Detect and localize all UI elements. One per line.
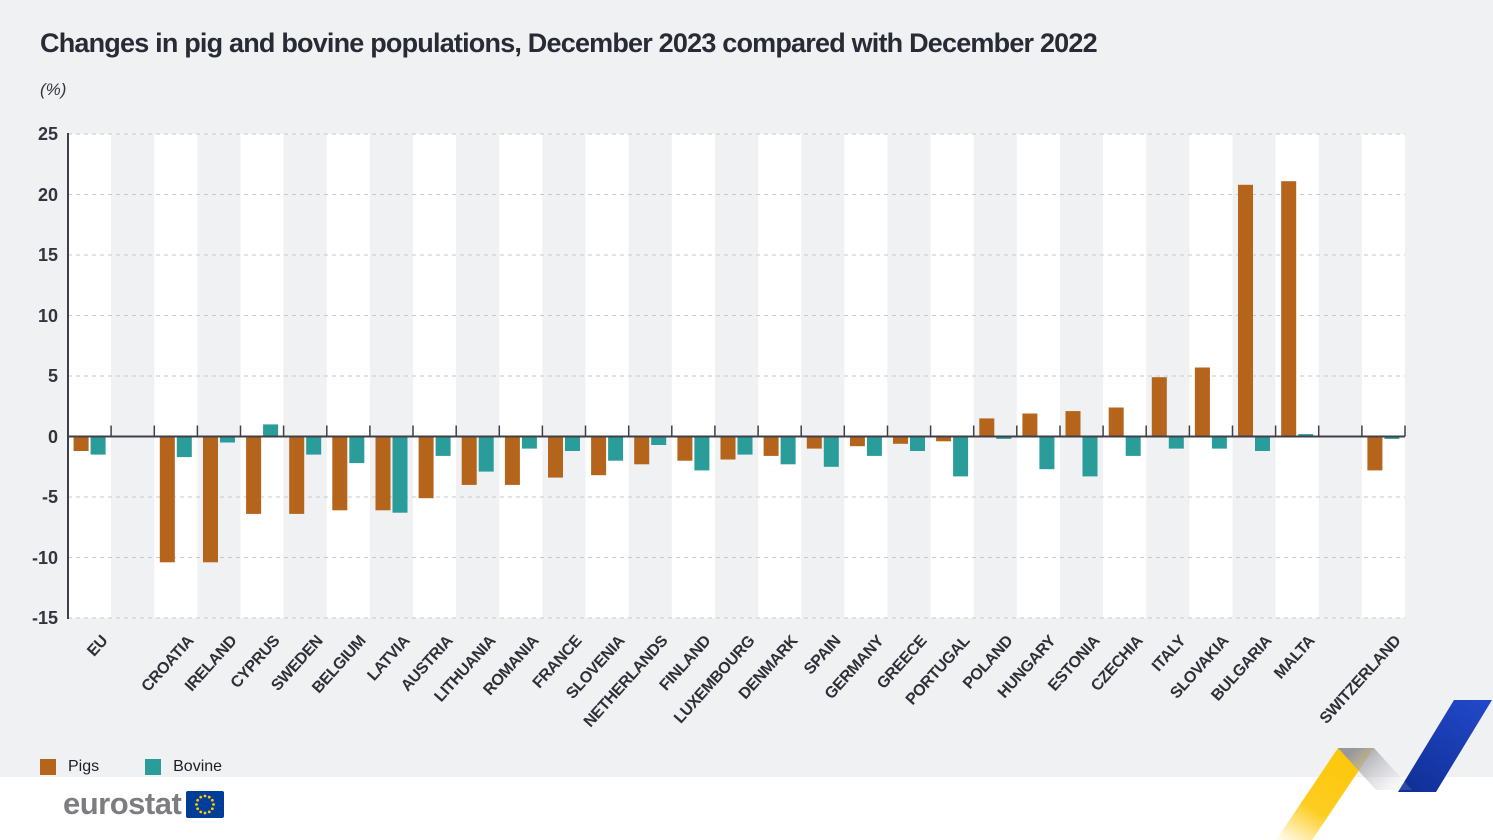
pigs-legend-swatch	[40, 759, 56, 775]
bar-pigs-croatia	[159, 436, 175, 563]
y-axis-label: 10	[37, 305, 58, 326]
y-axis-label: 25	[37, 124, 58, 144]
bar-pigs-belgium	[332, 436, 348, 511]
bar-pigs-slovenia	[591, 436, 607, 476]
bar-pigs-denmark	[763, 436, 779, 456]
bar-bovine-czechia	[1125, 436, 1141, 456]
eurostat-logo: eurostat	[63, 786, 225, 821]
footer: eurostat	[0, 777, 1493, 840]
chart-title: Changes in pig and bovine populations, D…	[40, 28, 1098, 58]
bar-pigs-portugal	[936, 436, 952, 442]
bovine-legend-swatch	[145, 759, 162, 775]
bar-pigs-bulgaria	[1238, 184, 1253, 437]
eu-flag-star	[212, 803, 216, 806]
eu-flag-star	[211, 798, 215, 802]
bar-pigs-czechia	[1108, 407, 1124, 437]
background-stripe	[68, 134, 112, 618]
bar-bovine-latvia	[392, 436, 408, 513]
bar-pigs-lithuania	[461, 436, 477, 485]
bar-bovine-germany	[866, 436, 882, 456]
y-axis-label: 5	[47, 366, 58, 386]
bar-bovine-denmark	[780, 436, 796, 465]
bar-pigs-netherlands	[634, 436, 650, 465]
bar-pigs-estonia	[1065, 411, 1081, 437]
eu-flag-star	[208, 795, 211, 799]
bar-bovine-netherlands	[651, 436, 667, 445]
bar-bovine-finland	[694, 436, 710, 471]
eu-flag-star	[199, 795, 203, 799]
bar-pigs-slovakia	[1194, 367, 1210, 437]
bar-pigs-latvia	[375, 436, 391, 511]
eu-flag-background	[186, 791, 225, 818]
bar-chart: 25 20 15 10 5 0 -5 -10 -15 EU CROATIA IRELAND CYPRUS…	[31, 124, 1406, 731]
y-axis-label: -5	[41, 487, 58, 507]
eu-flag-icon	[186, 791, 225, 818]
eu-flag-star	[199, 810, 203, 814]
bar-bovine-hungary	[1039, 436, 1055, 470]
bar-bovine-sweden	[306, 436, 322, 455]
bar-bovine-luxembourg	[737, 436, 753, 455]
bar-bovine-poland	[996, 436, 1012, 439]
y-axis-label: -10	[31, 547, 58, 568]
bar-pigs-hungary	[1022, 413, 1038, 437]
eu-flag-star	[196, 807, 200, 811]
eu-flag-star	[208, 810, 211, 814]
bar-pigs-eu	[73, 436, 89, 451]
bar-bovine-lithuania	[478, 436, 494, 472]
bar-bovine-france	[565, 436, 580, 451]
bar-bovine-estonia	[1082, 436, 1098, 477]
bar-bovine-austria	[435, 436, 451, 456]
bar-pigs-luxembourg	[720, 436, 736, 460]
bar-bovine-spain	[823, 436, 839, 467]
bar-bovine-slovenia	[608, 436, 624, 461]
eu-flag-star	[195, 803, 199, 806]
y-axis-label: 20	[37, 184, 58, 205]
bar-pigs-switzerland	[1367, 436, 1383, 471]
bar-pigs-poland	[979, 418, 995, 437]
bar-bovine-croatia	[176, 436, 192, 458]
bar-pigs-cyprus	[246, 436, 262, 514]
bar-bovine-romania	[521, 436, 537, 449]
pigs-legend-label: Pigs	[68, 758, 100, 775]
bar-pigs-malta	[1281, 181, 1297, 437]
eurostat-logo-text: eurostat	[63, 786, 182, 821]
chart-subtitle: (%)	[40, 80, 67, 99]
eu-flag-star	[203, 794, 207, 798]
bar-bovine-belgium	[349, 436, 365, 464]
bar-bovine-switzerland	[1384, 436, 1400, 439]
background-stripe	[413, 134, 457, 618]
bar-bovine-malta	[1298, 434, 1314, 437]
bar-bovine-portugal	[953, 436, 969, 477]
chart-canvas	[67, 133, 1406, 619]
bar-bovine-ireland	[220, 436, 235, 443]
bar-pigs-finland	[677, 436, 693, 461]
bar-bovine-greece	[910, 436, 925, 451]
y-axis-label: 15	[37, 245, 58, 265]
y-axis-label: -15	[31, 608, 58, 628]
bar-bovine-slovakia	[1211, 436, 1227, 449]
bar-pigs-france	[548, 436, 563, 478]
bar-pigs-spain	[806, 436, 822, 449]
bar-bovine-cyprus	[263, 424, 279, 437]
bar-bovine-eu	[90, 436, 106, 455]
bar-pigs-romania	[504, 436, 520, 485]
bar-pigs-greece	[893, 436, 908, 444]
eu-flag-star	[211, 807, 215, 811]
bar-pigs-italy	[1151, 377, 1167, 437]
eu-flag-star	[203, 811, 207, 815]
bovine-legend-label: Bovine	[173, 758, 223, 775]
bar-pigs-sweden	[289, 436, 305, 514]
bar-bovine-bulgaria	[1255, 436, 1270, 451]
bar-pigs-germany	[849, 436, 865, 447]
bar-pigs-austria	[418, 436, 434, 499]
bar-bovine-italy	[1168, 436, 1184, 449]
eu-flag-star	[196, 798, 200, 802]
legend: Pigs Bovine	[40, 757, 256, 777]
background-stripe	[844, 134, 888, 618]
y-axis-label: 0	[47, 426, 58, 447]
bar-pigs-ireland	[203, 436, 218, 563]
